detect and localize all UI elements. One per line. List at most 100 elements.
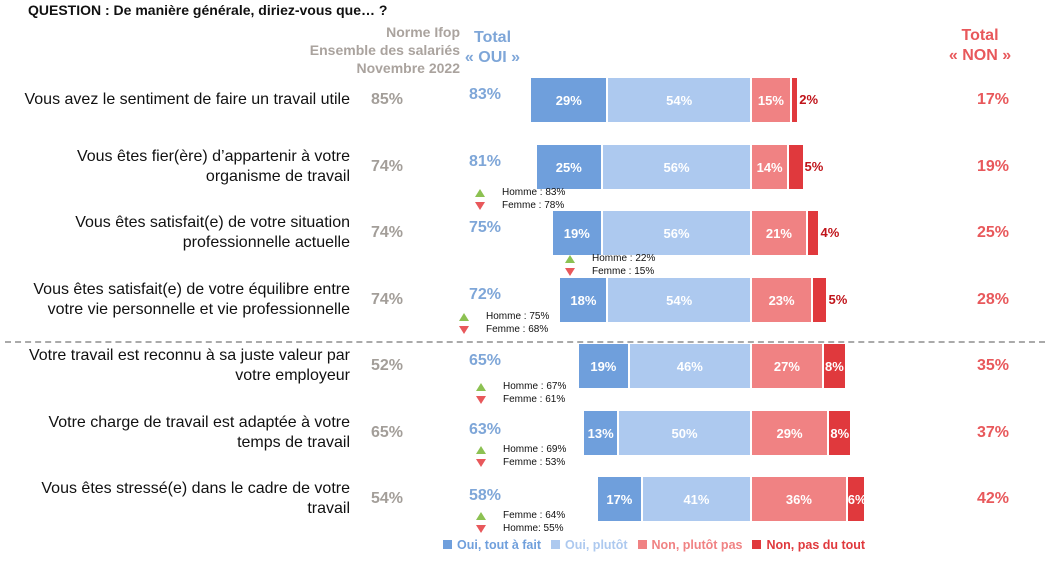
bar-segment <box>789 145 803 189</box>
bar-segment: 29% <box>531 78 609 122</box>
triangle-up-icon <box>565 255 575 263</box>
oui-header-line: Total <box>473 29 512 46</box>
legend-item: Oui, tout à fait <box>443 538 541 552</box>
row-label-line: professionnelle actuelle <box>182 234 350 251</box>
bar-segment: 6% <box>847 477 864 521</box>
gender-breakdown: Homme : 67% <box>503 381 567 392</box>
legend-label: Non, plutôt pas <box>651 538 743 552</box>
row-label: Vous avez le sentiment de faire un trava… <box>0 90 350 110</box>
gender-breakdown: Homme : 83% <box>502 187 566 198</box>
gender-breakdown: Homme : 22% <box>592 253 656 264</box>
bar-segment: 56% <box>603 145 752 189</box>
norme-value: 74% <box>370 158 404 175</box>
bar-value-label: 50% <box>671 425 698 441</box>
row-label-line: Votre travail est reconnu à sa juste val… <box>28 347 350 364</box>
gender-breakdown: Femme : 53% <box>503 457 566 468</box>
bar-segment: 13% <box>584 411 619 455</box>
bar-value-label: 5% <box>828 292 848 307</box>
triangle-down-icon <box>459 326 469 334</box>
triangle-up-icon <box>476 446 486 454</box>
bar-segment: 19% <box>579 344 630 388</box>
total-oui-header: Total « OUI » <box>455 28 530 68</box>
total-oui-value: 72% <box>468 286 502 303</box>
total-non-value: 19% <box>976 158 1010 175</box>
bar-segment <box>807 211 819 255</box>
triangle-down-icon <box>565 268 575 276</box>
bar-value-label: 46% <box>676 358 703 374</box>
bar-segment: 41% <box>642 477 752 521</box>
bar-segment: 54% <box>608 78 752 122</box>
norme-header-line: Norme Ifop <box>386 24 460 40</box>
bar-value-label: 5% <box>804 159 824 174</box>
total-oui-value: 81% <box>468 153 502 170</box>
gender-breakdown: Femme : 78% <box>502 200 565 211</box>
bar-segment: 50% <box>619 411 752 455</box>
bar-segment: 25% <box>536 145 604 189</box>
total-oui-value: 83% <box>468 86 502 103</box>
total-non-value: 35% <box>976 357 1010 374</box>
gender-breakdown: Femme : 61% <box>503 394 566 405</box>
bar-value-label: 25% <box>555 159 582 175</box>
bar-segment: 18% <box>560 278 609 322</box>
bar-value-label: 18% <box>570 292 597 308</box>
triangle-down-icon <box>476 396 486 404</box>
legend-label: Oui, tout à fait <box>457 538 542 552</box>
legend-label: Oui, plutôt <box>565 538 628 552</box>
bar-value-label: 13% <box>587 425 614 441</box>
bar-segment: 15% <box>752 78 792 122</box>
bar-value-label: 54% <box>666 292 693 308</box>
triangle-up-icon <box>476 512 486 520</box>
row-label-line: travail <box>307 500 350 517</box>
bar-value-label: 19% <box>590 358 617 374</box>
bar-value-label: 21% <box>765 225 792 241</box>
legend-swatch <box>637 540 647 549</box>
legend-item: Non, plutôt pas <box>637 538 743 552</box>
bar-segment: 54% <box>608 278 752 322</box>
row-label: Vous êtes stressé(e) dans le cadre de vo… <box>0 479 350 519</box>
bar-value-label: 41% <box>683 491 710 507</box>
total-oui-value: 75% <box>468 219 502 236</box>
bar-value-label: 8% <box>825 358 844 374</box>
row-label-line: Vous êtes fier(ère) d’appartenir à votre <box>76 148 350 165</box>
bar-value-label: 54% <box>666 92 693 108</box>
gender-breakdown: Femme : 68% <box>486 324 549 335</box>
bar-segment <box>813 278 827 322</box>
gender-breakdown: Homme: 55% <box>503 523 564 534</box>
gender-breakdown: Femme : 15% <box>592 266 655 277</box>
row-label-line: Vous êtes satisfait(e) de votre équilibr… <box>33 281 350 298</box>
row-label: Vous êtes satisfait(e) de votre situatio… <box>0 213 350 253</box>
bar-segment: 8% <box>823 344 846 388</box>
triangle-down-icon <box>476 459 486 467</box>
bar-segment <box>791 78 798 122</box>
triangle-down-icon <box>475 202 485 210</box>
gender-breakdown: Homme : 69% <box>503 444 567 455</box>
bar-segment: 46% <box>629 344 752 388</box>
bar-value-label: 15% <box>757 92 784 108</box>
gender-breakdown: Homme : 75% <box>486 311 550 322</box>
row-label-line: votre vie personnelle et vie professionn… <box>47 301 350 318</box>
bar-value-label: 56% <box>663 225 690 241</box>
triangle-up-icon <box>476 383 486 391</box>
row-label: Vous êtes satisfait(e) de votre équilibr… <box>0 280 350 320</box>
legend: Oui, tout à fait Oui, plutôt Non, plutôt p… <box>443 538 865 552</box>
norme-value: 52% <box>370 357 404 374</box>
gender-breakdown: Femme : 64% <box>503 510 566 521</box>
divider-dashed <box>5 341 1045 343</box>
row-label-line: temps de travail <box>237 434 350 451</box>
total-oui-value: 58% <box>468 487 502 504</box>
bar-value-label: 19% <box>563 225 590 241</box>
row-label-line: votre employeur <box>235 367 350 384</box>
bar-value-label: 36% <box>785 491 812 507</box>
norme-value: 74% <box>370 291 404 308</box>
norme-value: 74% <box>370 224 404 241</box>
bar-value-label: 29% <box>555 92 582 108</box>
bar-segment: 23% <box>752 278 814 322</box>
row-label: Vous êtes fier(ère) d’appartenir à votre… <box>0 147 350 187</box>
bar-segment: 17% <box>597 477 643 521</box>
total-non-value: 25% <box>976 224 1010 241</box>
bar-segment: 29% <box>752 411 830 455</box>
total-non-value: 42% <box>976 490 1010 507</box>
bar-value-label: 4% <box>820 225 840 240</box>
row-label-line: Vous avez le sentiment de faire un trava… <box>24 91 350 108</box>
